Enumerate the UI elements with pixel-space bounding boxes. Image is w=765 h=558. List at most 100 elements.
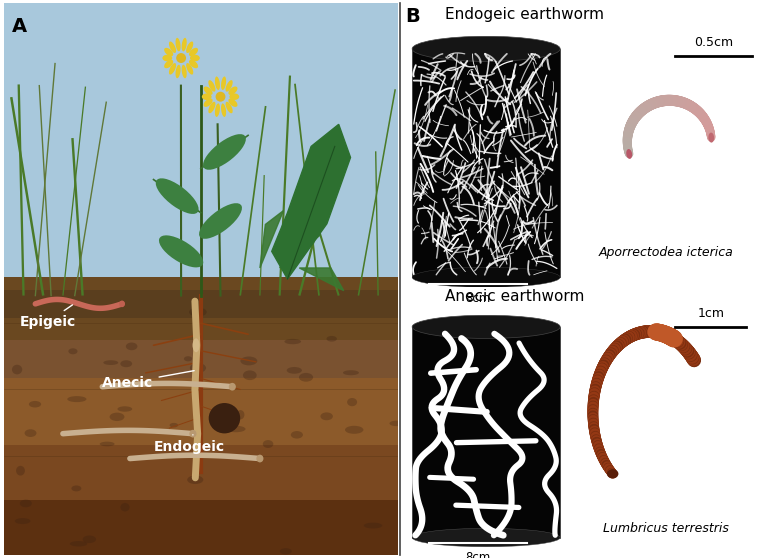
Bar [4, 361, 398, 379]
Ellipse shape [187, 475, 203, 484]
Ellipse shape [363, 523, 382, 528]
Ellipse shape [190, 55, 200, 61]
Text: A: A [11, 17, 27, 36]
Text: Anecic earthworm: Anecic earthworm [444, 289, 584, 304]
Bar [4, 378, 398, 456]
Ellipse shape [226, 426, 246, 432]
Ellipse shape [343, 370, 359, 375]
Ellipse shape [29, 401, 41, 407]
Ellipse shape [190, 430, 197, 437]
Bar [4, 445, 398, 511]
Ellipse shape [189, 48, 198, 56]
Ellipse shape [215, 76, 220, 90]
Ellipse shape [345, 426, 363, 434]
Ellipse shape [240, 357, 257, 365]
Polygon shape [272, 124, 350, 279]
Ellipse shape [119, 301, 125, 307]
Ellipse shape [229, 98, 237, 107]
Ellipse shape [327, 336, 337, 341]
Ellipse shape [103, 360, 119, 365]
Ellipse shape [170, 423, 178, 427]
Bar [4, 321, 398, 340]
Ellipse shape [216, 92, 226, 102]
Ellipse shape [285, 339, 301, 344]
Ellipse shape [221, 76, 226, 90]
Bar [4, 371, 398, 389]
Ellipse shape [708, 133, 714, 143]
Bar [4, 292, 398, 310]
Bar [4, 316, 398, 335]
Bar [4, 312, 398, 330]
Ellipse shape [263, 440, 273, 448]
Ellipse shape [321, 412, 333, 420]
Bar [4, 356, 398, 374]
Bar [4, 3, 398, 296]
Ellipse shape [226, 80, 233, 92]
Ellipse shape [169, 41, 176, 53]
Ellipse shape [193, 338, 200, 352]
Bar [4, 307, 398, 325]
Ellipse shape [203, 98, 213, 107]
Ellipse shape [186, 63, 194, 75]
Ellipse shape [347, 398, 357, 406]
Bar [4, 500, 398, 555]
Text: Aporrectodea icterica: Aporrectodea icterica [598, 246, 733, 259]
Ellipse shape [70, 541, 87, 546]
Bar [4, 290, 398, 318]
Ellipse shape [184, 356, 192, 362]
Ellipse shape [412, 267, 560, 287]
Ellipse shape [230, 93, 239, 100]
Polygon shape [279, 234, 321, 268]
Ellipse shape [243, 371, 257, 380]
Ellipse shape [287, 367, 302, 374]
Ellipse shape [280, 548, 291, 555]
Bar [4, 302, 398, 320]
Ellipse shape [236, 410, 245, 420]
Ellipse shape [199, 203, 242, 239]
Ellipse shape [126, 343, 138, 350]
Text: 8cm: 8cm [465, 292, 490, 305]
Ellipse shape [256, 455, 263, 463]
Text: 0.5cm: 0.5cm [694, 36, 733, 49]
Ellipse shape [299, 373, 313, 382]
Polygon shape [260, 210, 284, 268]
Ellipse shape [164, 60, 173, 68]
Ellipse shape [175, 38, 181, 51]
Ellipse shape [20, 499, 32, 507]
Ellipse shape [189, 60, 198, 68]
Ellipse shape [181, 65, 187, 78]
Ellipse shape [118, 406, 132, 412]
Bar [4, 347, 398, 365]
Ellipse shape [156, 179, 199, 214]
Bar [4, 326, 398, 345]
Ellipse shape [162, 55, 172, 61]
Ellipse shape [68, 348, 77, 354]
Ellipse shape [169, 63, 176, 75]
Ellipse shape [83, 536, 96, 543]
Ellipse shape [203, 86, 213, 95]
Ellipse shape [175, 65, 181, 78]
Bar [4, 336, 398, 355]
Ellipse shape [208, 102, 216, 113]
Ellipse shape [120, 360, 132, 367]
Ellipse shape [190, 363, 206, 373]
Bar [4, 297, 398, 315]
Ellipse shape [71, 485, 81, 492]
Ellipse shape [226, 102, 233, 113]
Ellipse shape [189, 307, 207, 316]
Ellipse shape [181, 38, 187, 51]
Text: Anecic: Anecic [103, 371, 194, 389]
Bar [4, 282, 398, 301]
Text: 8cm: 8cm [465, 551, 490, 558]
Bar [4, 351, 398, 370]
Ellipse shape [176, 53, 186, 63]
Ellipse shape [221, 103, 226, 117]
Ellipse shape [186, 41, 194, 53]
Ellipse shape [208, 80, 216, 92]
Ellipse shape [164, 48, 173, 56]
Ellipse shape [203, 134, 246, 170]
Ellipse shape [159, 235, 203, 267]
Ellipse shape [109, 412, 125, 421]
Ellipse shape [412, 36, 560, 61]
Ellipse shape [209, 403, 240, 434]
